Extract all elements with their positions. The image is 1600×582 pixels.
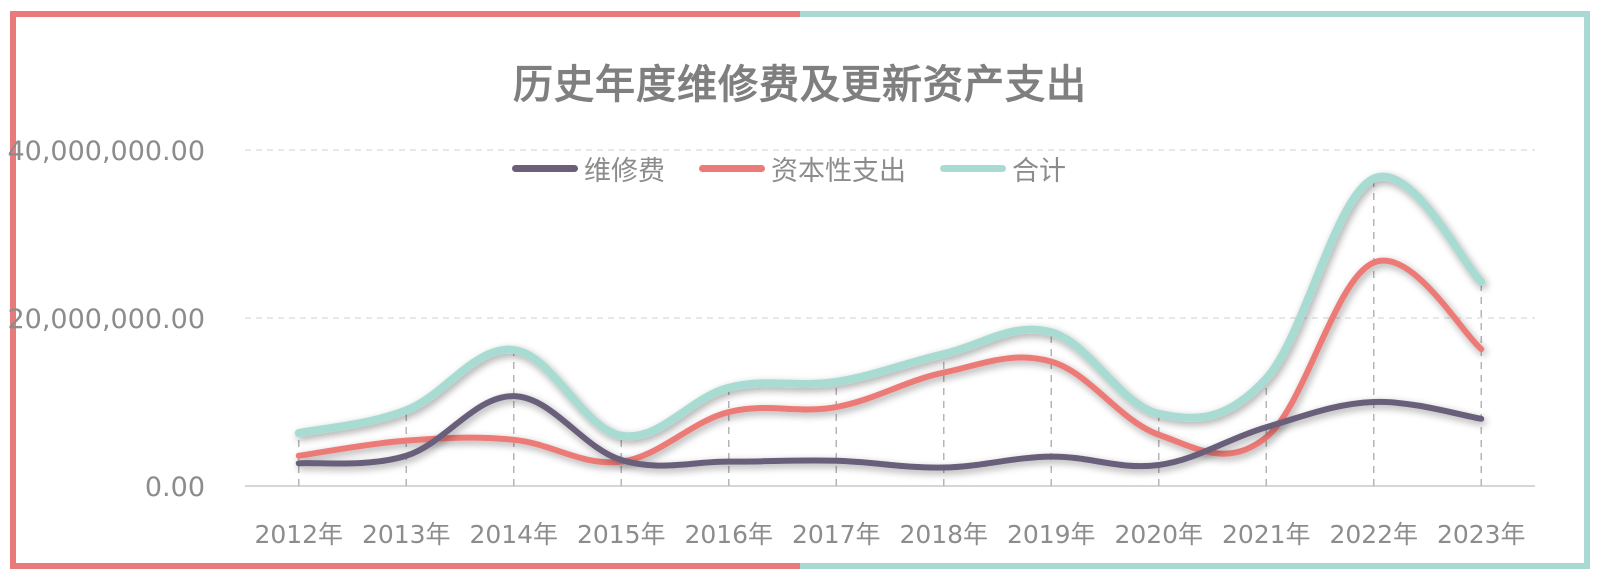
- y-tick-label: 40,000,000.00: [7, 136, 205, 167]
- legend-item-total: 合计: [940, 149, 1066, 188]
- x-tick-label: 2020年: [1114, 520, 1203, 549]
- x-tick-label: 2022年: [1329, 520, 1418, 549]
- legend-swatch-total: [940, 164, 1006, 172]
- series-line-repair: [295, 393, 1485, 471]
- x-tick-label: 2019年: [1007, 520, 1096, 549]
- chart-title: 历史年度维修费及更新资产支出: [513, 62, 1087, 108]
- x-tick-label: 2015年: [577, 520, 666, 549]
- legend-label-capex: 资本性支出: [771, 155, 906, 187]
- legend-swatch-capex: [699, 164, 765, 172]
- x-tick-label: 2021年: [1222, 520, 1311, 549]
- series-line-total: [294, 172, 1486, 441]
- legend-item-capex: 资本性支出: [699, 149, 906, 188]
- y-tick-label: 20,000,000.00: [7, 304, 205, 335]
- x-tick-label: 2018年: [899, 520, 988, 549]
- x-tick-label: 2013年: [362, 520, 451, 549]
- legend-label-repair: 维修费: [584, 155, 665, 187]
- axis-layer: 0.00 20,000,000.00 40,000,000.00 2012年 2013年…: [7, 136, 1525, 549]
- x-tick-label: 2023年: [1437, 520, 1526, 549]
- grid-layer: [245, 149, 1535, 487]
- legend-label-total: 合计: [1012, 155, 1066, 187]
- legend: 维修费 资本性支出 合计: [512, 148, 1100, 188]
- x-tick-label: 2012年: [254, 520, 343, 549]
- legend-swatch-repair: [512, 164, 578, 172]
- legend-item-repair: 维修费: [512, 149, 665, 188]
- x-tick-label: 2014年: [469, 520, 558, 549]
- series-line-capex: [295, 257, 1485, 466]
- y-tick-label: 0.00: [145, 472, 205, 503]
- x-tick-label: 2017年: [792, 520, 881, 549]
- x-tick-label: 2016年: [684, 520, 773, 549]
- series-layer: [294, 172, 1486, 471]
